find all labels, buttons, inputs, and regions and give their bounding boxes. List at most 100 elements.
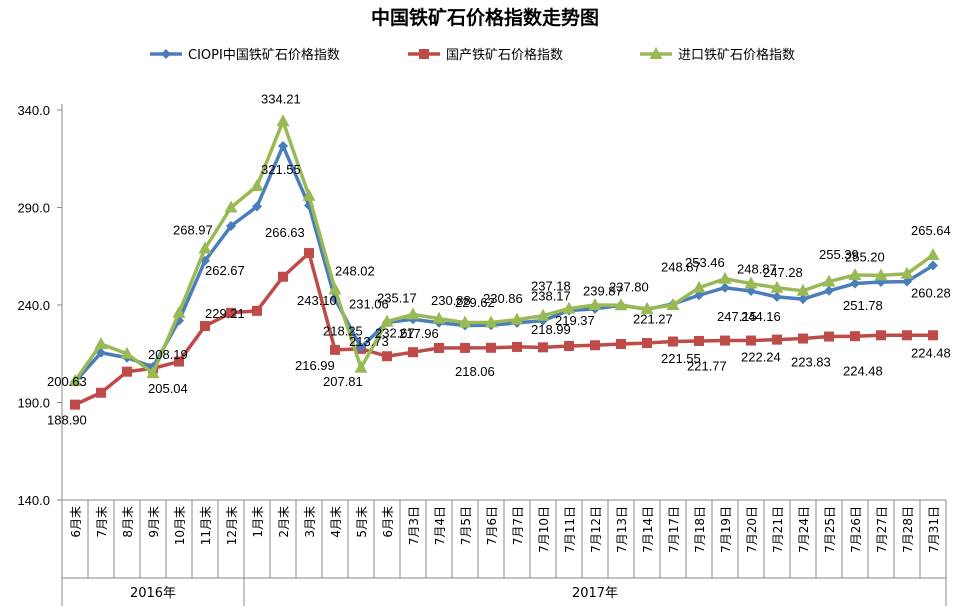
data-label: 224.48 (843, 363, 883, 378)
data-label: 188.90 (47, 413, 87, 428)
x-tick-label: 7月18日 (693, 506, 707, 553)
data-label: 217.96 (399, 326, 439, 341)
data-point (250, 179, 264, 192)
x-tick-label: 7月28日 (901, 506, 915, 553)
data-point (354, 360, 368, 373)
data-point (746, 286, 756, 297)
data-label: 230.86 (483, 291, 523, 306)
data-point (902, 276, 912, 287)
data-labels: 200.63 188.90 208.19 205.04 268.97 262.67 229.… (47, 91, 951, 427)
data-point (408, 347, 418, 358)
data-label: 255.39 (819, 247, 859, 262)
data-point (224, 200, 238, 213)
data-point (120, 346, 134, 359)
data-label: 200.63 (47, 374, 87, 389)
x-tick-label: 2月末 (277, 506, 291, 538)
x-tick-label: 7月11日 (563, 506, 577, 553)
data-point (198, 241, 212, 254)
data-point (720, 282, 730, 293)
data-point (744, 276, 758, 289)
legend-marker (649, 47, 663, 59)
data-point (720, 335, 730, 346)
data-point (796, 283, 810, 296)
data-label: 219.37 (555, 313, 595, 328)
data-point (174, 356, 184, 367)
data-label: 216.99 (295, 358, 335, 373)
data-label: 243.10 (297, 293, 337, 308)
data-point (770, 280, 784, 293)
data-point (484, 315, 498, 328)
data-point (406, 307, 420, 320)
legend-entry: 国产铁矿石价格指数 (446, 47, 563, 63)
x-tick-label: 7月3日 (407, 506, 421, 545)
data-point (458, 315, 472, 328)
x-tick-label: 3月末 (303, 506, 317, 538)
x-tick-label: 7月24日 (797, 506, 811, 553)
data-point (304, 248, 314, 259)
data-point (746, 335, 756, 346)
data-point (588, 298, 602, 310)
data-point (200, 255, 210, 266)
data-label: 229.21 (205, 306, 245, 321)
data-point (928, 260, 938, 271)
x-tick-label: 7月27日 (875, 506, 889, 553)
data-point (876, 330, 886, 341)
data-point (512, 341, 522, 352)
data-point (718, 271, 732, 284)
x-tick-label: 7月21日 (771, 506, 785, 553)
data-point (536, 308, 550, 321)
data-point (850, 278, 860, 289)
data-label: 213.73 (349, 334, 389, 349)
data-point (926, 248, 940, 261)
x-tick-label: 8月末 (121, 506, 135, 538)
data-label: 218.25 (323, 323, 363, 338)
data-point (874, 268, 888, 281)
x-tick-label: 5月末 (355, 506, 369, 538)
data-label: 268.97 (173, 223, 213, 238)
data-label: 265.64 (911, 223, 951, 238)
data-label: 237.80 (609, 279, 649, 294)
data-point (382, 351, 392, 362)
data-point (538, 342, 548, 353)
data-point (278, 140, 288, 151)
data-label: 255.20 (845, 249, 885, 264)
data-point (94, 337, 108, 349)
data-point (432, 311, 446, 324)
data-label: 207.81 (323, 374, 363, 389)
data-label: 235.17 (377, 290, 417, 305)
data-point (666, 298, 680, 310)
x-tick-label: 6月末 (69, 506, 83, 538)
data-label: 222.24 (741, 350, 781, 365)
data-point (380, 314, 394, 327)
data-label: 248.87 (661, 260, 701, 275)
legend-entry: 进口铁矿石价格指数 (678, 47, 795, 63)
series-line (74, 251, 933, 407)
data-point (562, 301, 576, 314)
y-tick-label: 290.0 (17, 201, 50, 216)
data-point (510, 312, 524, 325)
data-point (486, 342, 496, 353)
y-tick-label: 140.0 (17, 493, 50, 508)
data-point (70, 399, 80, 410)
x-tick-label: 7月31日 (927, 506, 941, 553)
x-tick-label: 7月4日 (433, 506, 447, 545)
x-tick-label: 7月6日 (485, 506, 499, 545)
data-point (850, 331, 860, 342)
x-group-label: 2017年 (572, 586, 618, 601)
x-tick-label: 7月末 (95, 506, 109, 538)
data-point (172, 305, 186, 318)
data-label: 231.06 (349, 296, 389, 311)
data-label: 247.28 (763, 265, 803, 280)
data-label: 221.77 (687, 359, 727, 374)
data-label: 248.02 (335, 263, 375, 278)
data-label: 321.55 (261, 162, 301, 177)
data-label: 221.27 (633, 312, 673, 327)
data-label: 205.04 (148, 381, 188, 396)
data-label: 237.18 (531, 278, 571, 293)
data-label: 238.17 (531, 289, 571, 304)
data-point (928, 330, 938, 341)
x-tick-label: 7月19日 (719, 506, 733, 553)
data-label: 218.99 (531, 322, 571, 337)
chart-title: 中国铁矿石价格指数走势图 (371, 6, 599, 29)
data-point (200, 321, 210, 332)
